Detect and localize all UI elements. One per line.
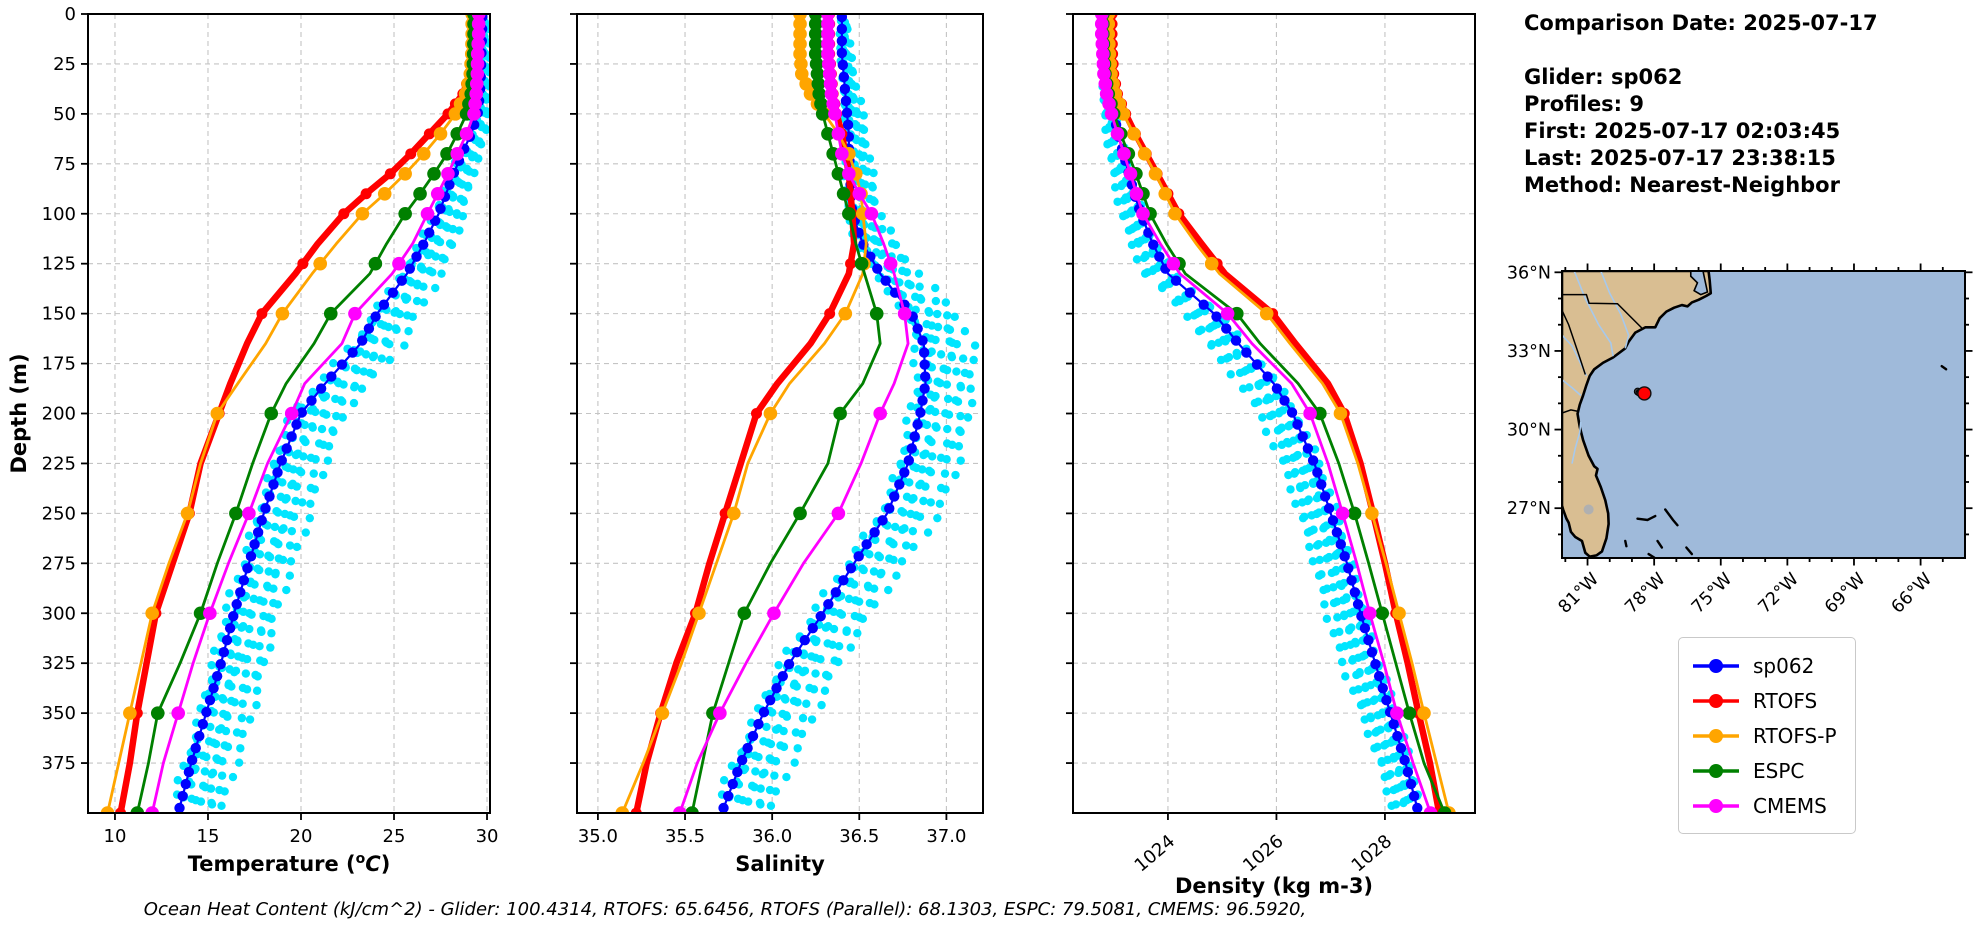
legend-line-sample-icon xyxy=(1693,798,1739,813)
legend-label: RTOFS-P xyxy=(1753,723,1837,748)
svg-text:375: 375 xyxy=(42,753,76,774)
footer-caption: Ocean Heat Content (kJ/cm^2) - Glider: 1… xyxy=(143,899,1307,920)
comparison-date-text: Comparison Date: 2025-07-17 xyxy=(1524,11,1878,35)
svg-text:36°N: 36°N xyxy=(1507,263,1551,283)
svg-text:325: 325 xyxy=(42,653,76,674)
svg-text:27°N: 27°N xyxy=(1507,499,1551,519)
svg-text:50: 50 xyxy=(53,104,76,125)
svg-text:30°N: 30°N xyxy=(1507,421,1551,441)
legend-label: sp062 xyxy=(1753,653,1815,678)
info-panel: Comparison Date: 2025-07-17 Glider: sp06… xyxy=(1524,10,1878,199)
legend-label: CMEMS xyxy=(1753,793,1827,818)
profile-plots-svg: 10 15 20 25 30025507510012515017520022525027… xyxy=(7,4,1476,898)
first-text: First: 2025-07-17 02:03:45 xyxy=(1524,119,1841,143)
svg-text:37.0: 37.0 xyxy=(926,826,966,847)
svg-text:300: 300 xyxy=(42,603,76,624)
svg-text:Salinity: Salinity xyxy=(735,852,825,876)
svg-text:30: 30 xyxy=(476,826,499,847)
svg-text:20: 20 xyxy=(290,826,313,847)
svg-text:0: 0 xyxy=(65,4,76,25)
legend-label: RTOFS xyxy=(1753,688,1818,713)
svg-text:250: 250 xyxy=(42,503,76,524)
svg-text:36.5: 36.5 xyxy=(839,826,879,847)
legend-item-sp062: sp062 xyxy=(1691,648,1837,683)
svg-text:150: 150 xyxy=(42,304,76,325)
legend-line-sample-icon xyxy=(1693,728,1739,743)
legend: sp062 RTOFS RTOFS-P ESPC CMEMS xyxy=(1678,637,1856,834)
svg-text:33°N: 33°N xyxy=(1507,342,1551,362)
svg-text:350: 350 xyxy=(42,703,76,724)
svg-text:35.5: 35.5 xyxy=(665,826,705,847)
svg-text:1026: 1026 xyxy=(1239,831,1288,877)
svg-text:75: 75 xyxy=(53,154,76,175)
svg-text:200: 200 xyxy=(42,404,76,425)
svg-text:75°W: 75°W xyxy=(1688,569,1736,617)
svg-text:15: 15 xyxy=(197,826,220,847)
svg-text:225: 225 xyxy=(42,453,76,474)
info-spacer xyxy=(1524,37,1878,64)
svg-text:69°W: 69°W xyxy=(1821,569,1869,617)
svg-text:Density (kg m-3): Density (kg m-3) xyxy=(1175,874,1373,898)
last-text: Last: 2025-07-17 23:38:15 xyxy=(1524,146,1836,170)
legend-line-sample-icon xyxy=(1693,763,1739,778)
map-panel: 81°W 78°W 75°W 72°W 69°W 66°W 36°N 33°N 30°N 27°N xyxy=(1507,263,1973,618)
svg-text:25: 25 xyxy=(383,826,406,847)
svg-text:Temperature (oC): Temperature (oC) xyxy=(188,851,391,876)
profiles-text: Profiles: 9 xyxy=(1524,92,1645,116)
svg-text:100: 100 xyxy=(42,204,76,225)
legend-item-rtofs: RTOFS xyxy=(1691,683,1837,718)
svg-text:35.0: 35.0 xyxy=(578,826,618,847)
glider-text: Glider: sp062 xyxy=(1524,65,1683,89)
svg-text:1024: 1024 xyxy=(1131,831,1180,877)
method-text: Method: Nearest-Neighbor xyxy=(1524,173,1840,197)
svg-text:1028: 1028 xyxy=(1348,831,1397,877)
svg-text:275: 275 xyxy=(42,553,76,574)
svg-text:78°W: 78°W xyxy=(1621,569,1669,617)
svg-text:36.0: 36.0 xyxy=(752,826,792,847)
legend-line-sample-icon xyxy=(1693,693,1739,708)
legend-item-espc: ESPC xyxy=(1691,753,1837,788)
legend-item-rtofs-p: RTOFS-P xyxy=(1691,718,1837,753)
svg-text:125: 125 xyxy=(42,254,76,275)
svg-text:10: 10 xyxy=(104,826,127,847)
legend-line-sample-icon xyxy=(1693,658,1739,673)
svg-text:72°W: 72°W xyxy=(1755,569,1803,617)
legend-item-cmems: CMEMS xyxy=(1691,788,1837,823)
svg-text:175: 175 xyxy=(42,354,76,375)
svg-text:Depth (m): Depth (m) xyxy=(7,353,31,473)
legend-label: ESPC xyxy=(1753,758,1805,783)
svg-text:66°W: 66°W xyxy=(1888,569,1936,617)
svg-text:25: 25 xyxy=(53,54,76,75)
svg-text:81°W: 81°W xyxy=(1555,569,1603,617)
